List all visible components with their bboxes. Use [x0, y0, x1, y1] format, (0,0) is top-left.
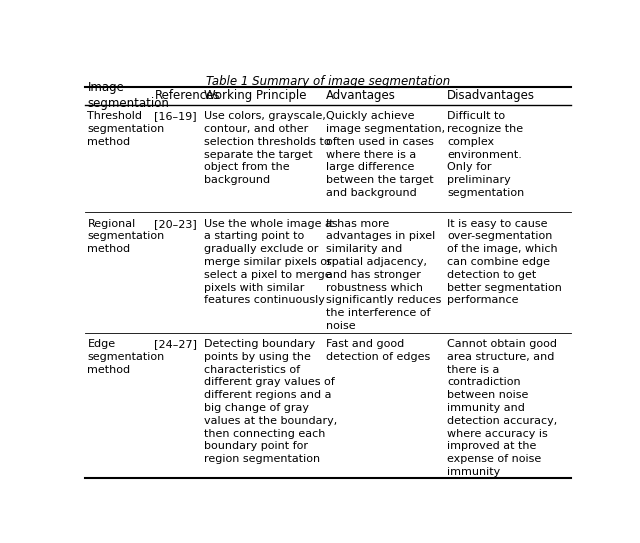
Text: Advantages: Advantages: [326, 90, 396, 103]
Text: Difficult to
recognize the
complex
environment.
Only for
preliminary
segmentatio: Difficult to recognize the complex envir…: [447, 111, 524, 198]
Text: Image
segmentation: Image segmentation: [88, 81, 170, 110]
Text: Regional
segmentation
method: Regional segmentation method: [88, 219, 164, 254]
Text: Quickly achieve
image segmentation,
often used in cases
where there is a
large d: Quickly achieve image segmentation, ofte…: [326, 111, 445, 198]
Text: Use the whole image as
a starting point to
gradually exclude or
merge similar pi: Use the whole image as a starting point …: [204, 219, 338, 305]
Text: Threshold
segmentation
method: Threshold segmentation method: [88, 111, 164, 147]
Text: Table 1 Summary of image segmentation: Table 1 Summary of image segmentation: [206, 75, 450, 88]
Text: [20–23]: [20–23]: [154, 219, 197, 229]
Text: It has more
advantages in pixel
similarity and
spatial adjacency,
and has strong: It has more advantages in pixel similari…: [326, 219, 441, 331]
Text: [24–27]: [24–27]: [154, 339, 197, 349]
Text: [16–19]: [16–19]: [154, 111, 197, 121]
Text: Cannot obtain good
area structure, and
there is a
contradiction
between noise
im: Cannot obtain good area structure, and t…: [447, 339, 557, 477]
Text: Disadvantages: Disadvantages: [447, 90, 535, 103]
Text: Working Principle: Working Principle: [204, 90, 307, 103]
Text: Use colors, grayscale,
contour, and other
selection thresholds to
separate the t: Use colors, grayscale, contour, and othe…: [204, 111, 331, 185]
Text: Fast and good
detection of edges: Fast and good detection of edges: [326, 339, 430, 362]
Text: Detecting boundary
points by using the
characteristics of
different gray values : Detecting boundary points by using the c…: [204, 339, 337, 464]
Text: It is easy to cause
over-segmentation
of the image, which
can combine edge
detec: It is easy to cause over-segmentation of…: [447, 219, 562, 305]
Text: References: References: [154, 90, 220, 103]
Text: Edge
segmentation
method: Edge segmentation method: [88, 339, 164, 375]
